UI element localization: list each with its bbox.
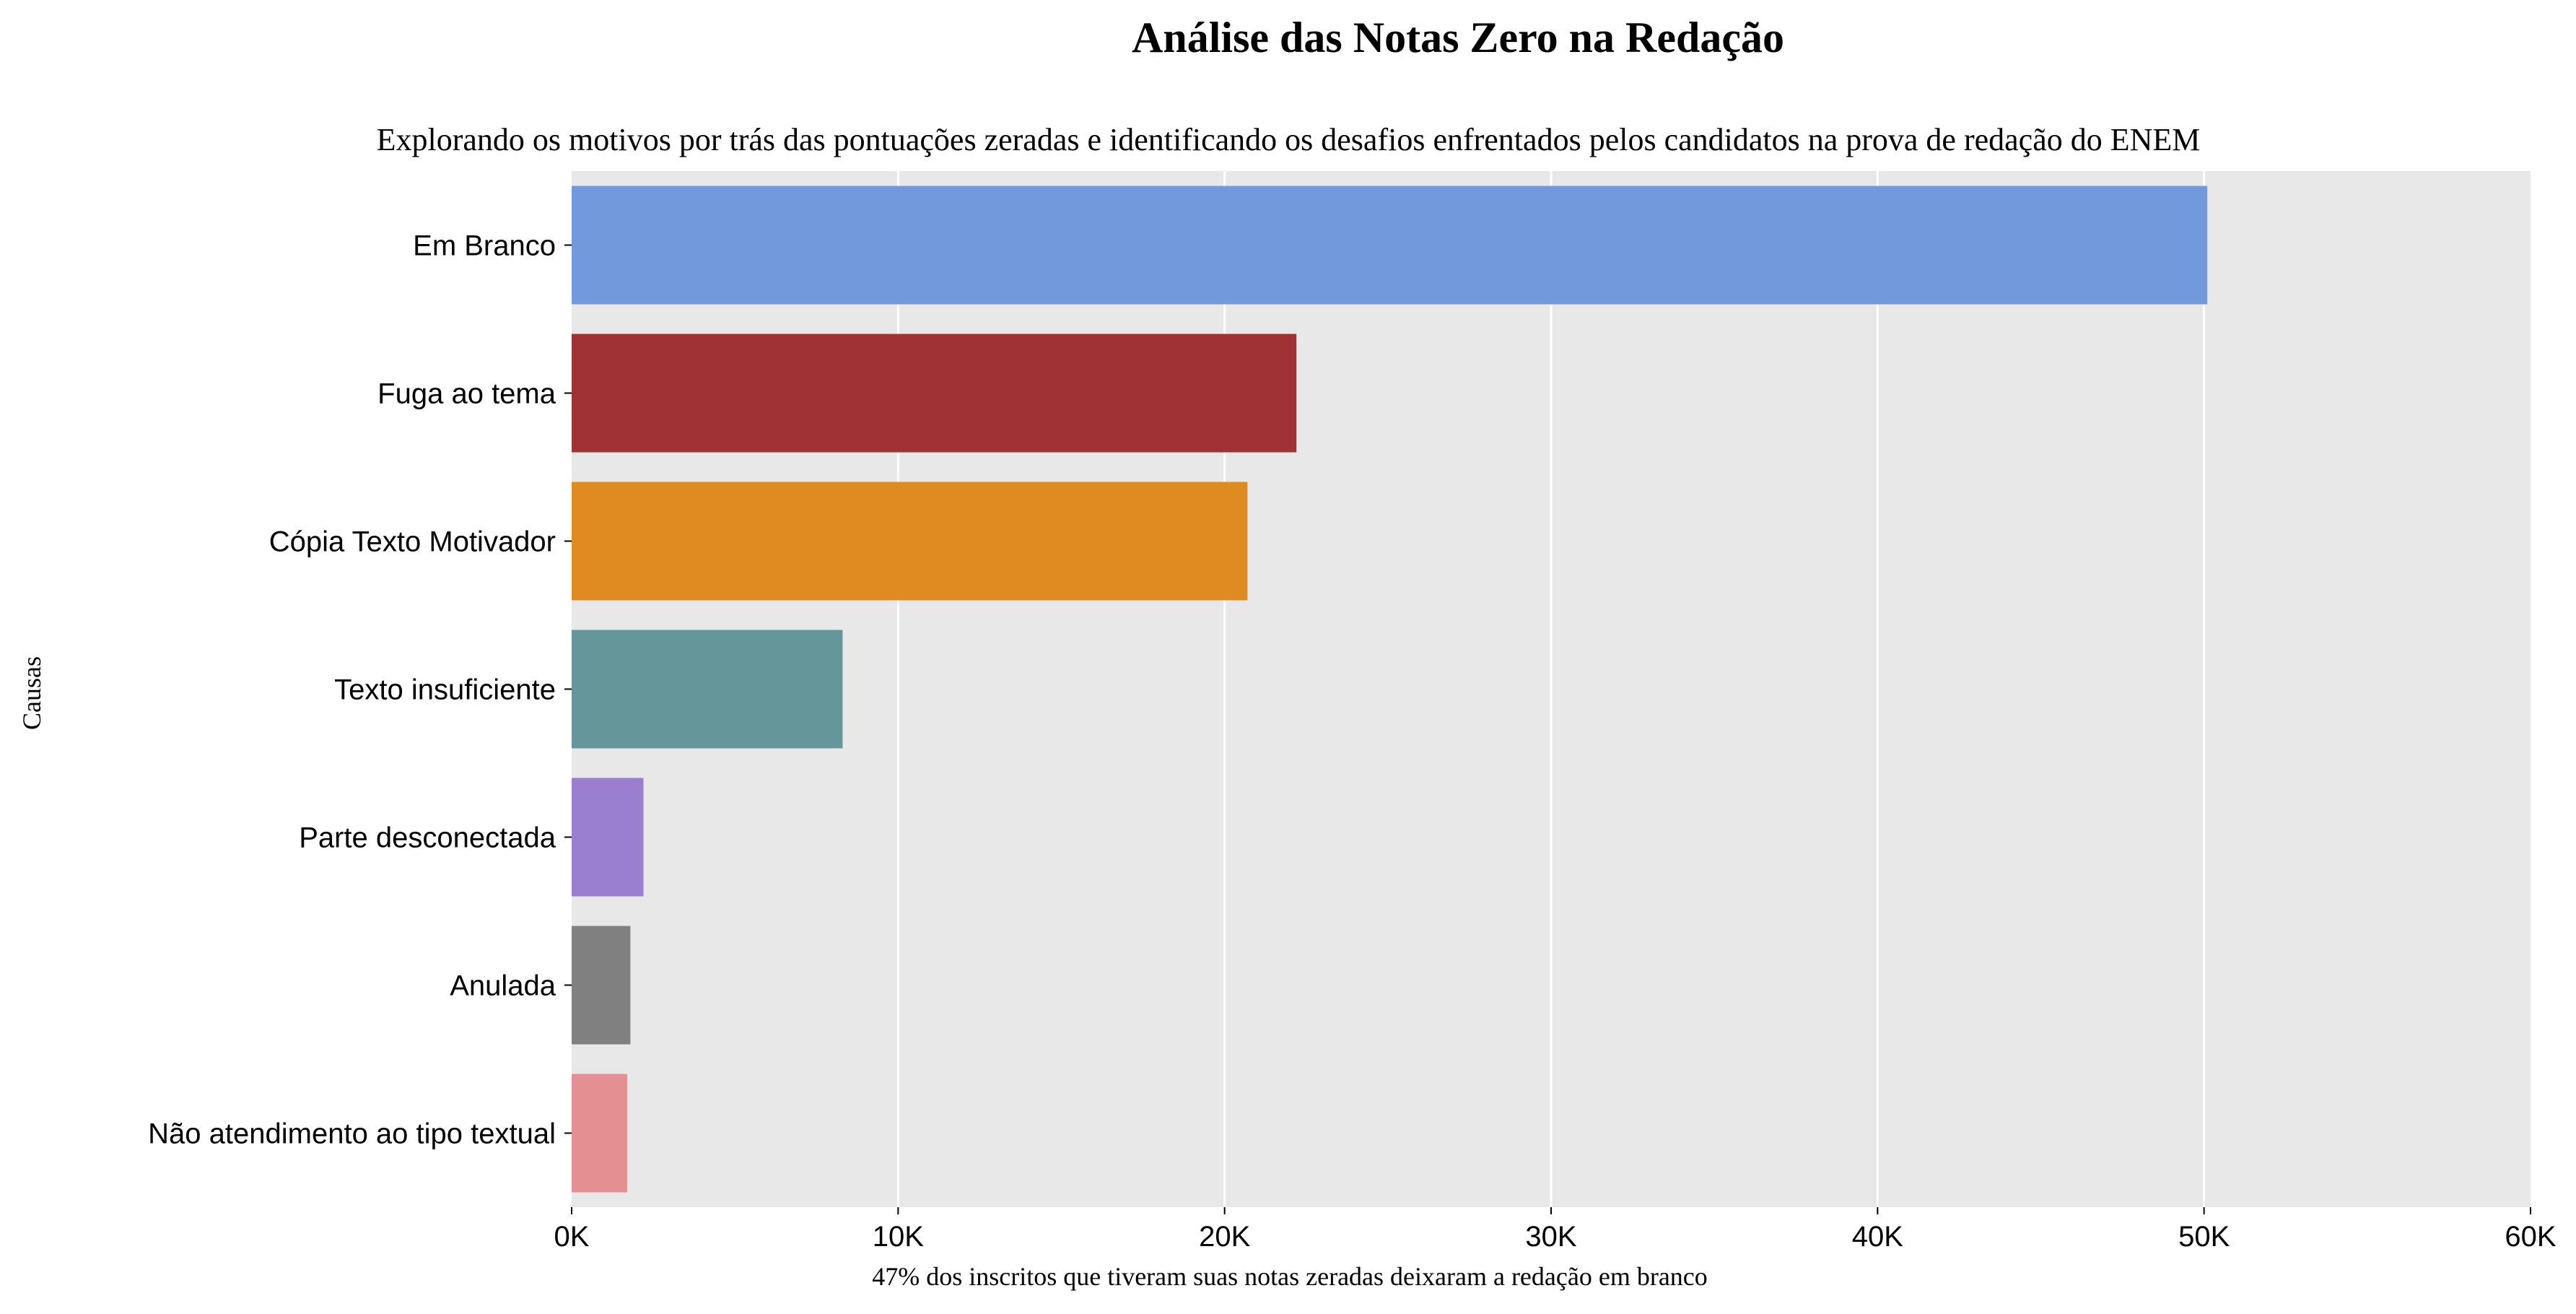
bar <box>572 630 843 749</box>
x-tick-label: 40K <box>1852 1221 1903 1253</box>
y-tick-label: Parte desconectada <box>299 822 556 854</box>
bar <box>572 1074 627 1193</box>
x-axis: 0K 10K 20K 30K 40K 50K 60K <box>554 1207 2557 1253</box>
x-tick-label: 0K <box>554 1221 590 1253</box>
y-tick-label: Anulada <box>450 970 556 1002</box>
x-tick-label: 20K <box>1199 1221 1250 1253</box>
x-tick-label: 50K <box>2178 1221 2230 1253</box>
y-tick-label: Em Branco <box>413 230 556 262</box>
y-tick-label: Texto insuficiente <box>334 674 556 706</box>
y-tick-label: Fuga ao tema <box>377 378 556 410</box>
bar <box>572 778 644 897</box>
x-axis-label: 47% dos inscritos que tiveram suas notas… <box>872 1262 1708 1291</box>
x-tick-label: 30K <box>1525 1221 1576 1253</box>
bar <box>572 926 631 1045</box>
x-tick-label: 10K <box>873 1221 924 1253</box>
y-axis: Em Branco Fuga ao tema Cópia Texto Motivad… <box>148 230 572 1150</box>
y-tick-label: Não atendimento ao tipo textual <box>148 1118 556 1150</box>
chart-subtitle: Explorando os motivos por trás das pontu… <box>377 122 2201 157</box>
y-tick-label: Cópia Texto Motivador <box>269 526 556 558</box>
chart-title: Análise das Notas Zero na Redação <box>1132 14 1784 61</box>
bar <box>572 334 1297 453</box>
x-tick-label: 60K <box>2505 1221 2556 1253</box>
y-axis-label: Causas <box>17 656 46 730</box>
bar <box>572 482 1248 601</box>
bar <box>572 186 2208 305</box>
bars <box>572 186 2208 1193</box>
